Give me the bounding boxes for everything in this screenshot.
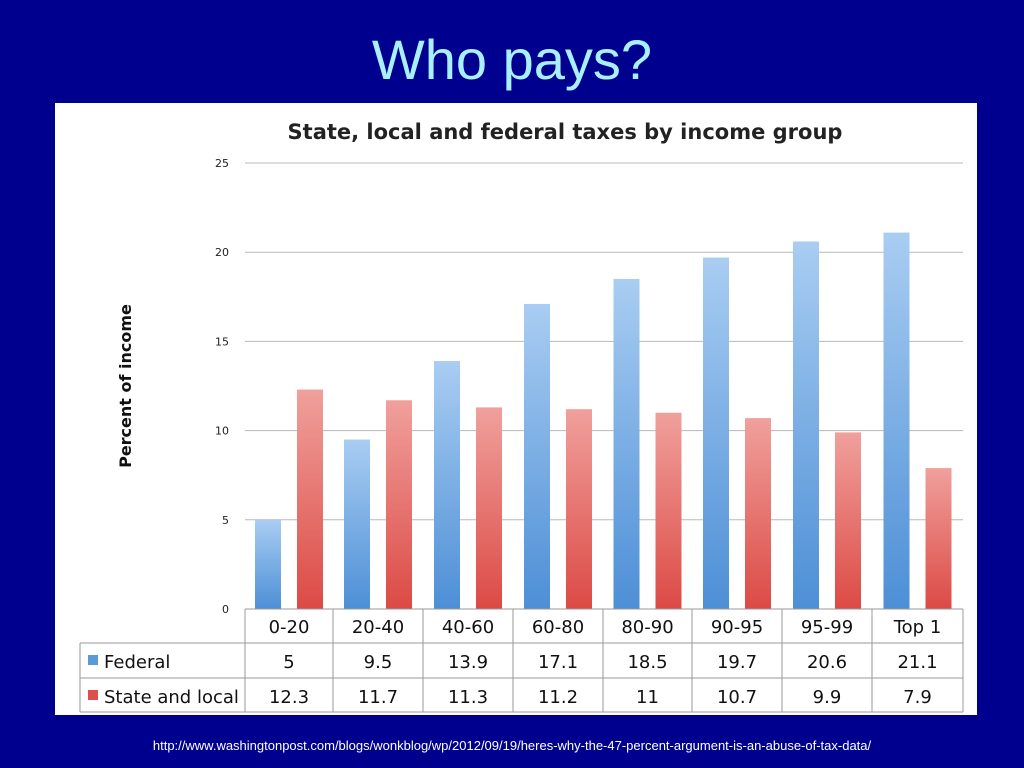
category-label: Top 1 xyxy=(893,617,942,638)
category-label: 40-60 xyxy=(442,617,494,638)
bar-chart: State, local and federal taxes by income… xyxy=(79,120,964,713)
federal-bar xyxy=(434,361,460,609)
data-value-label: 7.9 xyxy=(903,687,932,708)
data-value-label: 21.1 xyxy=(897,652,937,673)
category-label: 90-95 xyxy=(711,617,763,638)
series-name: Federal xyxy=(104,652,170,673)
series-name: State and local xyxy=(104,687,239,708)
federal-bar xyxy=(793,241,819,609)
data-value-label: 9.9 xyxy=(813,687,842,708)
y-tick-label: 25 xyxy=(215,157,229,170)
state-local-bar xyxy=(745,418,771,609)
category-label: 0-20 xyxy=(269,617,310,638)
state-local-bar xyxy=(835,432,861,609)
state-local-bar xyxy=(386,400,412,609)
slide-title: Who pays? xyxy=(371,28,653,91)
state-local-bar xyxy=(476,407,502,609)
data-value-label: 11.2 xyxy=(538,687,578,708)
y-axis-label: Percent of income xyxy=(116,304,135,468)
data-table: 0-20 20-40 40-60 60-80 80-90 90-95 95-99 Top 1 F… xyxy=(79,608,964,713)
data-value-label: 5 xyxy=(283,652,294,673)
y-tick-labels: 0 5 10 15 20 25 xyxy=(215,157,229,616)
chart-title: State, local and federal taxes by income… xyxy=(288,120,843,144)
data-value-label: 12.3 xyxy=(269,687,309,708)
data-value-label: 18.5 xyxy=(627,652,667,673)
chart-panel: State, local and federal taxes by income… xyxy=(55,103,977,715)
data-value-label: 10.7 xyxy=(717,687,757,708)
federal-bar xyxy=(524,303,550,609)
source-url: http://www.washingtonpost.com/blogs/wonk… xyxy=(152,738,872,753)
category-label: 60-80 xyxy=(532,617,584,638)
state-local-bar xyxy=(297,389,323,609)
y-tick-label: 0 xyxy=(222,603,229,616)
y-tick-label: 15 xyxy=(215,335,229,348)
state-local-bar xyxy=(566,409,592,609)
category-label: 95-99 xyxy=(801,617,853,638)
data-value-label: 11 xyxy=(636,687,659,708)
data-value-label: 17.1 xyxy=(538,652,578,673)
federal-bar xyxy=(883,232,910,610)
y-tick-label: 20 xyxy=(215,246,229,259)
state-local-bar xyxy=(655,412,682,609)
category-label: 80-90 xyxy=(621,617,673,638)
data-value-label: 9.5 xyxy=(364,652,393,673)
federal-bar xyxy=(344,439,370,609)
category-label: 20-40 xyxy=(352,617,404,638)
federal-legend-swatch xyxy=(88,655,98,665)
y-tick-label: 5 xyxy=(222,514,229,527)
data-value-label: 11.7 xyxy=(358,687,398,708)
data-value-label: 11.3 xyxy=(448,687,488,708)
state-local-legend-swatch xyxy=(88,690,98,700)
federal-bar xyxy=(255,519,281,609)
data-value-label: 13.9 xyxy=(448,652,488,673)
federal-bar xyxy=(613,278,640,609)
y-tick-label: 10 xyxy=(215,425,229,438)
data-value-label: 19.7 xyxy=(717,652,757,673)
federal-bar xyxy=(703,257,729,609)
bars xyxy=(255,232,952,610)
state-local-bar xyxy=(925,468,952,609)
data-value-label: 20.6 xyxy=(807,652,847,673)
